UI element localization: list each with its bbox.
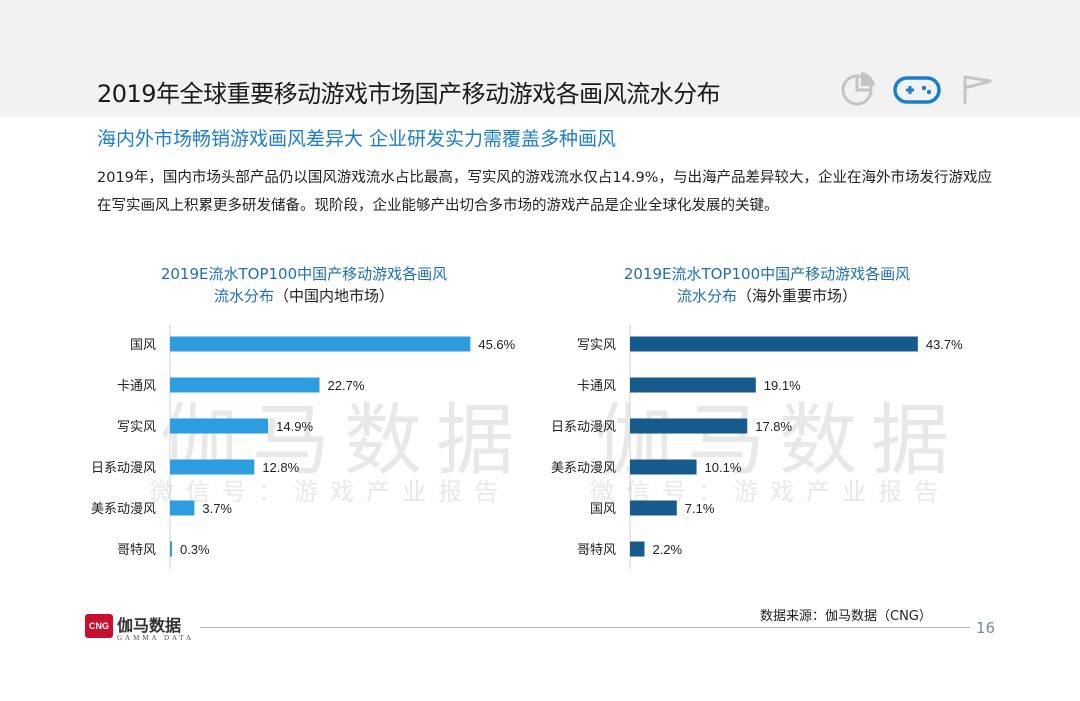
page-number: 16 [976,619,996,637]
category-label: 哥特风 [117,543,156,558]
chart-title-line2-colored: 流水分布 [676,287,737,305]
bar-value-label: 3.7% [202,501,232,516]
bar-value-label: 22.7% [328,378,365,393]
bar [170,336,471,352]
bar [170,500,195,516]
header-icon-group [841,72,992,106]
company-logo: CNG 伽马数据 GAMMA DATA [85,612,205,646]
bar [170,418,269,434]
chart-title-line1: 2019E流水TOP100中国产移动游戏各画风 [623,265,911,283]
bar [170,459,255,475]
category-label: 国风 [130,338,156,353]
chart-title-line2-plain: （中国内地市场） [274,287,395,305]
bar [630,336,918,352]
category-label: 卡通风 [577,379,616,394]
bar [630,500,677,516]
category-label: 国风 [590,502,616,517]
category-label: 写实风 [577,338,616,353]
bar-chart-overseas: 写实风 43.7% 卡通风 19.1% 日系动漫风 17.8% 美系动漫风 10.1% 国风 7.… [551,324,963,569]
pie-chart-icon[interactable] [841,72,875,106]
bar [630,377,756,393]
chart-title-mainland: 2019E流水TOP100中国产移动游戏各画风 流水分布（中国内地市场） [124,263,484,307]
footer-divider [200,627,970,628]
chart-title-line1: 2019E流水TOP100中国产移动游戏各画风 [160,265,448,283]
logo-subtext: GAMMA DATA [117,634,195,642]
chart-title-line2: 流水分布（海外重要市场） [587,285,947,307]
category-label: 日系动漫风 [91,461,156,476]
bar-value-label: 14.9% [276,419,313,434]
body-text: 2019年，国内市场头部产品仍以国风游戏流水占比最高，写实风的游戏流水仅占14.… [97,170,992,214]
logo-text: 伽马数据 [117,616,182,635]
bar-value-label: 43.7% [926,337,963,352]
bar [630,418,748,434]
subtitle: 海内外市场畅销游戏画风差异大 企业研发实力需覆盖多种画风 [97,128,617,150]
category-label: 哥特风 [577,543,616,558]
bar [630,541,645,557]
category-label: 美系动漫风 [551,461,616,476]
data-source: 数据来源：伽马数据（CNG） [760,609,932,624]
bar-value-label: 10.1% [705,460,742,475]
gamepad-icon[interactable] [893,76,941,104]
chart-title-line2: 流水分布（中国内地市场） [124,285,484,307]
page-title: 2019年全球重要移动游戏市场国产移动游戏各画风流水分布 [97,80,721,108]
bar [170,377,320,393]
bar-value-label: 12.8% [262,460,299,475]
category-label: 卡通风 [117,379,156,394]
chart-title-line2-plain: （海外重要市场） [737,287,858,305]
flag-icon[interactable] [963,75,992,104]
category-label: 日系动漫风 [551,420,616,435]
chart-title-overseas: 2019E流水TOP100中国产移动游戏各画风 流水分布（海外重要市场） [587,263,947,307]
bar-value-label: 0.3% [180,542,210,557]
bar-chart-mainland: 国风 45.6% 卡通风 22.7% 写实风 14.9% 日系动漫风 12.8% 美系动漫风 3.… [91,324,516,569]
bar [630,459,697,475]
category-label: 写实风 [117,420,156,435]
bar-value-label: 19.1% [764,378,801,393]
category-label: 美系动漫风 [91,502,156,517]
bar [170,541,172,557]
bar-value-label: 2.2% [652,542,682,557]
bar-value-label: 7.1% [685,501,715,516]
bar-value-label: 17.8% [755,419,792,434]
bar-value-label: 45.6% [478,337,515,352]
logo-mark: CNG [85,614,113,638]
chart-title-line2-colored: 流水分布 [213,287,274,305]
